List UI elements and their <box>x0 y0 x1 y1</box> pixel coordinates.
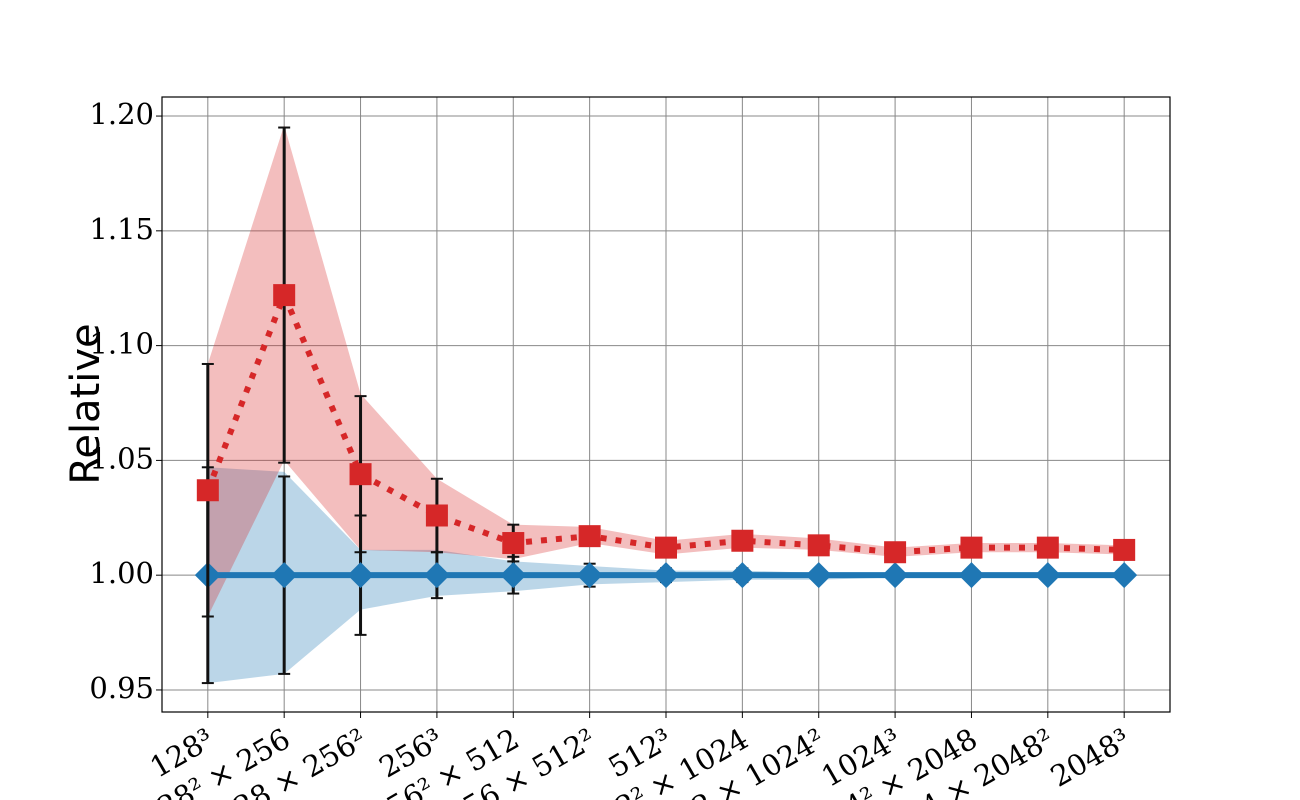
y-tick-label: 1.15 <box>89 212 154 246</box>
marker <box>884 541 907 564</box>
marker <box>196 479 219 502</box>
marker <box>1111 562 1138 589</box>
marker <box>273 284 296 307</box>
marker <box>423 562 450 589</box>
marker <box>578 525 601 548</box>
marker <box>1113 538 1136 561</box>
marker <box>805 562 832 589</box>
marker <box>729 562 756 589</box>
x-tick-label: 2048³ <box>1045 722 1136 794</box>
marker <box>882 562 909 589</box>
plot-frame <box>161 96 1171 713</box>
y-tick-label: 1.10 <box>89 327 154 361</box>
marker <box>655 536 677 559</box>
y-tick-label: 1.20 <box>89 97 154 131</box>
marker <box>349 463 372 486</box>
y-tick-label: 1.05 <box>89 441 154 475</box>
y-axis-label: Relative <box>63 323 109 484</box>
marker <box>502 532 525 555</box>
marker <box>500 562 527 589</box>
marker <box>1034 562 1061 589</box>
marker <box>731 529 754 552</box>
marker <box>271 562 298 589</box>
marker <box>347 562 374 589</box>
marker <box>576 562 603 589</box>
marker <box>1036 536 1059 559</box>
marker <box>960 536 983 559</box>
y-tick-label: 0.95 <box>89 671 154 705</box>
marker <box>807 534 830 557</box>
marker <box>653 562 679 589</box>
marker <box>425 504 448 527</box>
marker <box>958 562 985 589</box>
y-tick-label: 1.00 <box>89 556 154 590</box>
